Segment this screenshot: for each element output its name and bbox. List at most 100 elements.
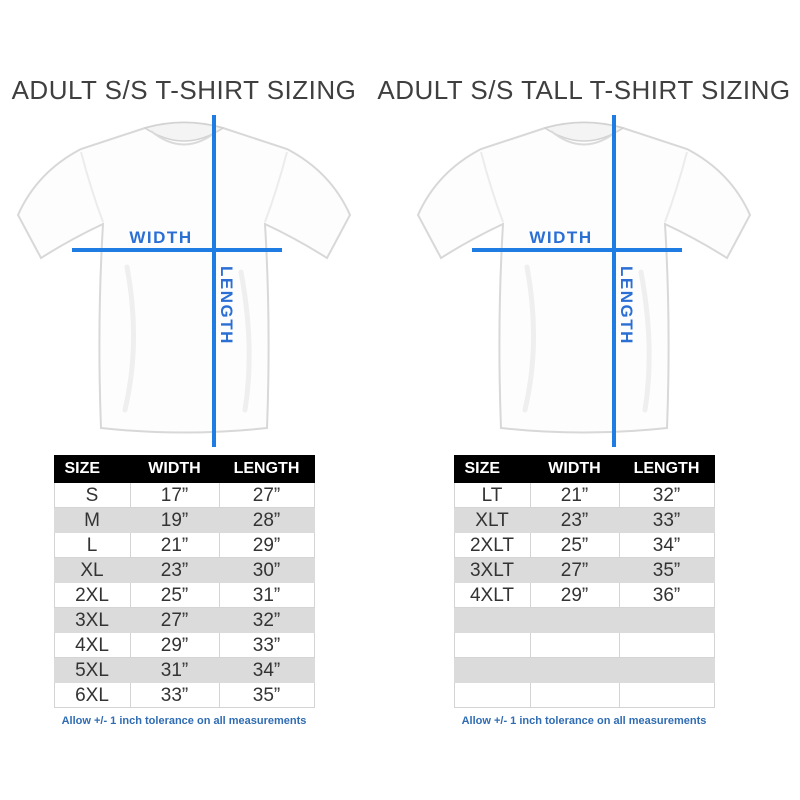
page-title: ADULT S/S TALL T-SHIRT SIZING	[377, 75, 791, 105]
table-cell: 35”	[218, 682, 315, 708]
tshirt-graphic: WIDTH LENGTH	[416, 115, 752, 447]
table-cell	[529, 632, 620, 658]
table-cell: XLT	[453, 507, 531, 533]
size-table: SIZE WIDTH LENGTH LT 21” 32” XLT 23” 33” 2XLT 2…	[453, 455, 715, 708]
table-cell	[453, 657, 531, 683]
table-cell: 33”	[129, 682, 220, 708]
table-cell: 25”	[129, 582, 220, 608]
table-cell	[618, 657, 715, 683]
table-cell	[453, 607, 531, 633]
column-header-width: WIDTH	[529, 455, 620, 483]
table-cell: 29”	[529, 582, 620, 608]
table-cell: 36”	[618, 582, 715, 608]
tolerance-note: Allow +/- 1 inch tolerance on all measur…	[61, 715, 307, 727]
table-cell	[618, 607, 715, 633]
table-cell: 4XL	[53, 632, 131, 658]
table-cell: 3XLT	[453, 557, 531, 583]
table-cell: 21”	[529, 482, 620, 508]
length-label: LENGTH	[617, 266, 636, 345]
table-row	[453, 657, 715, 683]
table-cell: 19”	[129, 507, 220, 533]
fabric-crease	[122, 264, 137, 413]
table-cell	[453, 632, 531, 658]
table-cell: 2XL	[53, 582, 131, 608]
fabric-crease	[238, 269, 252, 413]
table-cell: 33”	[218, 632, 315, 658]
tshirt-outline	[416, 121, 752, 434]
table-cell: 34”	[618, 532, 715, 558]
width-label: WIDTH	[529, 228, 592, 247]
table-row: S 17” 27”	[53, 482, 315, 508]
size-table: SIZE WIDTH LENGTH S 17” 27” M 19” 28” L 21” 29” X…	[53, 455, 315, 708]
table-cell: L	[53, 532, 131, 558]
sizing-chart: ADULT S/S T-SHIRT SIZING WIDTH LENGTH S	[0, 0, 791, 727]
panel-adult-ss-tall: ADULT S/S TALL T-SHIRT SIZING WIDTH LENG…	[377, 0, 790, 727]
table-row: 3XL 27” 32”	[53, 607, 315, 633]
column-header-length: LENGTH	[618, 455, 715, 483]
table-cell: 27”	[218, 482, 315, 508]
width-label: WIDTH	[129, 228, 192, 247]
table-row: M 19” 28”	[53, 507, 315, 533]
tshirt-diagram: WIDTH LENGTH	[409, 112, 759, 450]
table-row: L 21” 29”	[53, 532, 315, 558]
table-row: XL 23” 30”	[53, 557, 315, 583]
table-cell: 4XLT	[453, 582, 531, 608]
table-cell: 34”	[218, 657, 315, 683]
table-cell: 29”	[218, 532, 315, 558]
table-header-row: SIZE WIDTH LENGTH	[453, 455, 715, 483]
table-header-row: SIZE WIDTH LENGTH	[53, 455, 315, 483]
table-row: 4XLT 29” 36”	[453, 582, 715, 608]
sleeve-seam-right	[664, 151, 688, 223]
table-cell: 5XL	[53, 657, 131, 683]
table-row	[453, 632, 715, 658]
table-cell: S	[53, 482, 131, 508]
table-cell: XL	[53, 557, 131, 583]
table-cell: M	[53, 507, 131, 533]
table-cell: 3XL	[53, 607, 131, 633]
table-row: 2XLT 25” 34”	[453, 532, 715, 558]
table-row: 5XL 31” 34”	[53, 657, 315, 683]
column-header-size: SIZE	[453, 455, 531, 483]
table-row: 6XL 33” 35”	[53, 682, 315, 708]
table-row: XLT 23” 33”	[453, 507, 715, 533]
column-header-length: LENGTH	[218, 455, 315, 483]
tshirt-diagram: WIDTH LENGTH	[9, 112, 359, 450]
table-cell: 35”	[618, 557, 715, 583]
table-cell	[618, 682, 715, 708]
fabric-crease	[638, 269, 652, 413]
table-cell: LT	[453, 482, 531, 508]
collar	[543, 121, 625, 142]
neckline	[550, 130, 618, 146]
table-cell: 29”	[129, 632, 220, 658]
table-row	[453, 682, 715, 708]
table-cell: 23”	[529, 507, 620, 533]
neckline	[150, 130, 218, 146]
tshirt-graphic: WIDTH LENGTH	[16, 115, 352, 447]
table-cell: 31”	[218, 582, 315, 608]
table-cell: 27”	[129, 607, 220, 633]
length-label: LENGTH	[217, 266, 236, 345]
table-cell: 17”	[129, 482, 220, 508]
table-cell: 32”	[218, 607, 315, 633]
table-cell: 27”	[529, 557, 620, 583]
table-cell: 25”	[529, 532, 620, 558]
tolerance-note: Allow +/- 1 inch tolerance on all measur…	[461, 715, 707, 727]
table-cell: 32”	[618, 482, 715, 508]
table-cell: 21”	[129, 532, 220, 558]
table-row: 4XL 29” 33”	[53, 632, 315, 658]
panel-adult-ss: ADULT S/S T-SHIRT SIZING WIDTH LENGTH S	[0, 0, 384, 727]
table-row: 3XLT 27” 35”	[453, 557, 715, 583]
table-cell: 23”	[129, 557, 220, 583]
sleeve-seam-right	[264, 151, 288, 223]
table-cell	[529, 682, 620, 708]
table-cell: 2XLT	[453, 532, 531, 558]
table-cell: 6XL	[53, 682, 131, 708]
tshirt-outline	[16, 121, 352, 434]
table-cell	[618, 632, 715, 658]
fabric-crease	[522, 264, 537, 413]
table-cell	[453, 682, 531, 708]
table-cell: 30”	[218, 557, 315, 583]
table-row	[453, 607, 715, 633]
table-cell: 33”	[618, 507, 715, 533]
table-cell	[529, 607, 620, 633]
